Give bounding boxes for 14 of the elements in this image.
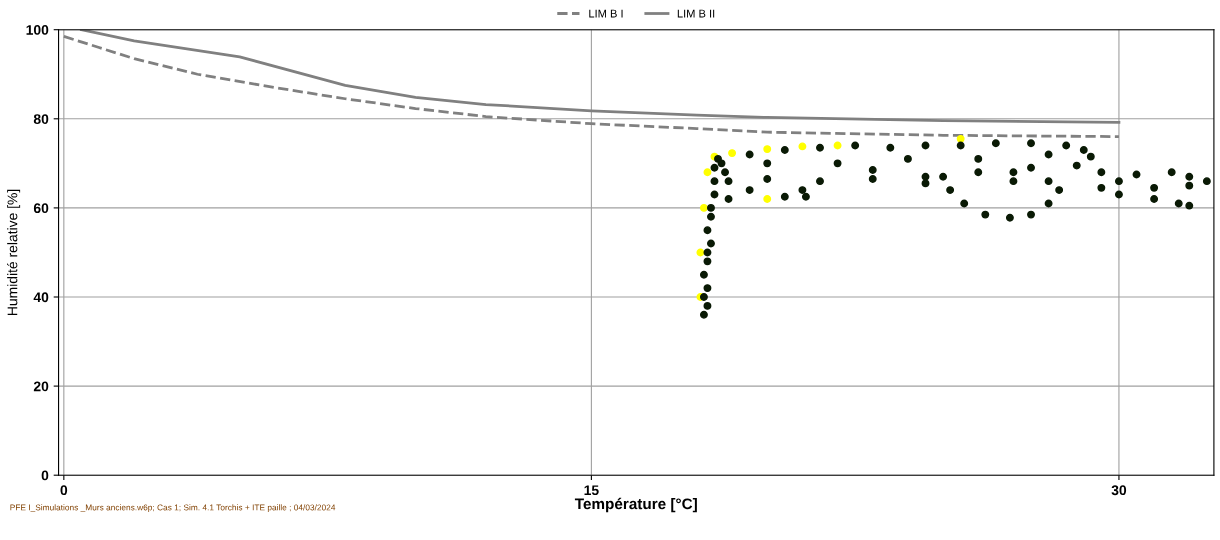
- y-tick-label: 20: [33, 381, 49, 392]
- y-tick-label: 60: [33, 203, 49, 214]
- y-tick-label: 100: [26, 25, 49, 35]
- y-tick-label: 40: [33, 292, 49, 303]
- text: PFE I_Simulations _Murs anciens.w6p; Cas 1; Sim. 4.1 Torchis + ITE paille ; 04/03/2024: [10, 504, 336, 513]
- y-tick-label: 80: [33, 114, 49, 124]
- x-tick-label: 15: [584, 485, 599, 496]
- x-tick-label: 30: [1111, 485, 1127, 496]
- legend-label: LIM B I: [589, 9, 623, 18]
- legend-label: LIM B II: [677, 9, 715, 18]
- y-tick-label: 0: [41, 470, 49, 481]
- x-tick-label: 0: [60, 485, 68, 496]
- x-axis-title: Température [°C]: [574, 497, 697, 513]
- y-axis-title: Humidité relative [%]: [7, 189, 21, 315]
